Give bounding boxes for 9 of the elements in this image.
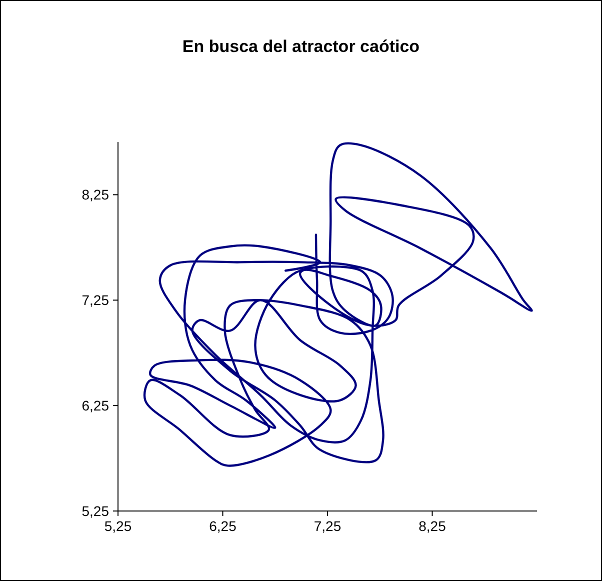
y-tick-label: 6,25 [82,398,110,414]
chart-title: En busca del atractor caótico [182,37,420,56]
x-tick-label: 8,25 [418,518,446,534]
y-tick-label: 7,25 [82,292,110,308]
x-tick-label: 7,25 [314,518,342,534]
x-tick-label: 5,25 [104,518,132,534]
y-tick-label: 5,25 [82,503,110,519]
y-tick-label: 8,25 [82,186,110,203]
x-tick-label: 6,25 [209,518,237,534]
